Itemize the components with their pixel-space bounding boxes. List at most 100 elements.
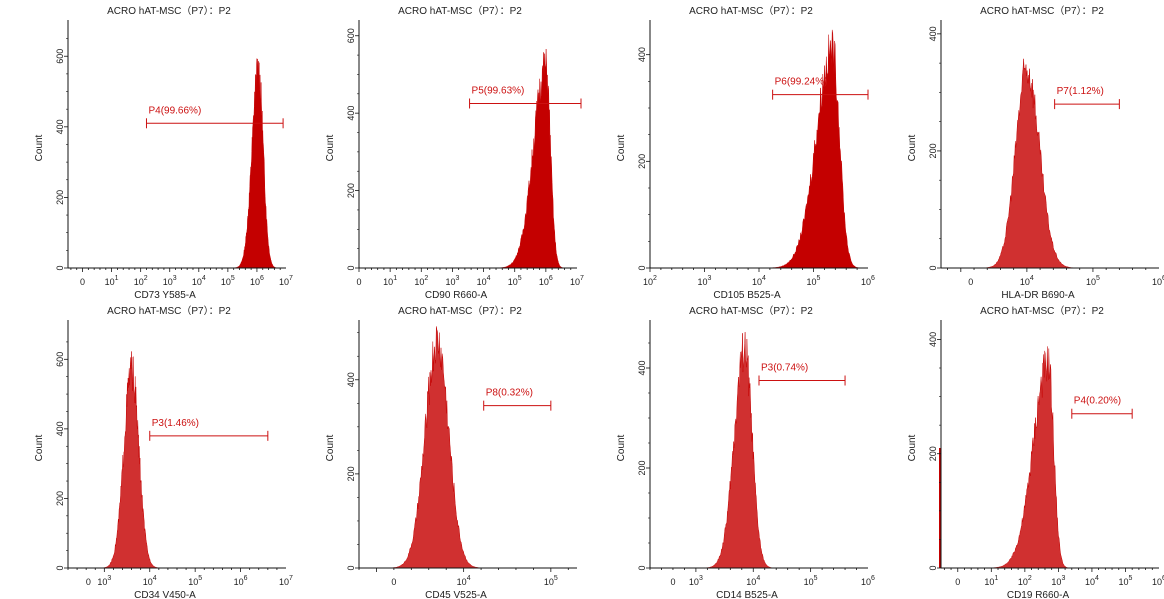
histogram-svg: ACRO hAT-MSC（P7）：P2 0 104 105 0 200 400 CD45 V5… [325,305,577,599]
y-tick-label: 200 [55,491,65,506]
y-axis-label: Count [325,434,336,461]
x-tick-label: 104 [192,275,206,287]
x-tick-label: 104 [143,575,157,587]
x-tick-label: 104 [746,575,760,587]
x-tick-label: 104 [1085,575,1099,587]
x-tick-label: 105 [188,575,202,587]
y-axis-label: Count [907,134,918,161]
chart-title: ACRO hAT-MSC（P7）：P2 [980,5,1104,17]
histogram-area [987,346,1071,569]
x-tick-label: 103 [163,275,177,287]
x-tick-label: 107 [279,575,293,587]
x-tick-label: 101 [105,275,119,287]
histogram-panel: ACRO hAT-MSC（P7）：P2 0 104 105 0 200 400 CD45 V5… [291,300,582,599]
x-tick-label: 102 [414,275,428,287]
x-tick-label: 106 [861,275,875,287]
y-tick-label: 400 [55,119,65,134]
x-tick-label: 102 [134,275,148,287]
y-tick-label: 400 [637,47,647,62]
x-tick-label: 106 [1152,275,1164,287]
y-axis-label: Count [907,434,918,461]
x-tick-label: 103 [698,275,712,287]
x-axis-label: CD14 B525-A [716,590,778,599]
histogram-svg: ACRO hAT-MSC（P7）：P2 102 103 104 105 106 0 200 40… [616,5,875,301]
chart-title: ACRO hAT-MSC（P7）：P2 [107,305,231,317]
x-tick-label: 0 [670,577,675,587]
x-tick-label: 0 [391,577,396,587]
x-tick-label: 0 [80,277,85,287]
y-tick-label: 0 [55,565,65,570]
x-tick-label: 0 [968,277,973,287]
y-axis-label: Count [34,134,45,161]
x-tick-label: 105 [1119,575,1133,587]
x-tick-label: 105 [221,275,235,287]
gate-label: P4(99.66%) [148,105,201,116]
x-tick-label: 104 [457,575,471,587]
y-tick-label: 200 [346,183,356,198]
x-tick-label: 103 [1051,575,1065,587]
y-axis-label: Count [325,134,336,161]
x-tick-label: 0 [86,577,91,587]
histogram-svg: ACRO hAT-MSC（P7）：P2 0 101 102 103 104 105 106 10… [325,5,584,301]
histogram-panel: ACRO hAT-MSC（P7）：P2 0 101 102 103 104 105 106 10… [0,0,293,301]
x-tick-label: 103 [445,275,459,287]
x-tick-label: 0 [356,277,361,287]
x-tick-label: 106 [539,275,553,287]
chart-title: ACRO hAT-MSC（P7）：P2 [689,5,813,17]
x-tick-label: 105 [544,575,558,587]
gate-label: P7(1.12%) [1057,86,1104,97]
y-axis-label: Count [616,434,627,461]
y-tick-label: 200 [928,143,938,158]
histogram-svg: ACRO hAT-MSC（P7）：P2 0 101 102 103 104 105 106 10… [34,5,293,301]
histogram-area [766,29,862,269]
y-tick-label: 200 [55,190,65,205]
x-tick-label: 106 [234,575,248,587]
y-tick-label: 400 [928,332,938,347]
histogram-panel: ACRO hAT-MSC（P7）：P2 0 103 104 105 106 0 200 400 C… [582,300,875,599]
y-tick-label: 0 [637,265,647,270]
histogram-svg: ACRO hAT-MSC（P7）：P2 0 103 104 105 106 107 0 200 4… [34,305,293,599]
x-tick-label: 103 [689,575,703,587]
x-tick-label: 102 [643,275,657,287]
x-tick-label: 106 [1152,575,1164,587]
gate-label: P6(99.24%) [775,77,828,88]
x-tick-label: 105 [1086,275,1100,287]
y-tick-label: 0 [346,565,356,570]
histogram-area [388,326,484,569]
y-tick-label: 400 [637,360,647,375]
gate-label: P8(0.32%) [486,388,533,399]
y-tick-label: 0 [55,265,65,270]
chart-title: ACRO hAT-MSC（P7）：P2 [980,305,1104,317]
x-tick-label: 104 [1020,275,1034,287]
y-tick-label: 200 [637,460,647,475]
x-tick-label: 107 [570,275,584,287]
x-axis-label: CD19 R660-A [1007,590,1070,599]
gate-label: P4(0.20%) [1074,396,1121,407]
x-tick-label: 105 [804,575,818,587]
histogram-area [232,58,279,269]
y-tick-label: 0 [346,265,356,270]
x-tick-label: 0 [955,577,960,587]
x-tick-label: 107 [279,275,293,287]
histogram-area [495,48,565,269]
y-tick-label: 200 [637,154,647,169]
x-tick-label: 102 [1018,575,1032,587]
histogram-svg: ACRO hAT-MSC（P7）：P2 0 103 104 105 106 0 200 400 C… [616,305,875,599]
gate-label: P3(1.46%) [152,418,199,429]
x-tick-label: 106 [250,275,264,287]
x-axis-label: CD45 V525-A [425,590,487,599]
histogram-area [981,58,1078,269]
histogram-panel: ACRO hAT-MSC（P7）：P2 0 101 102 103 104 105 106 10… [291,0,584,301]
chart-title: ACRO hAT-MSC（P7）：P2 [398,305,522,317]
y-axis-label: Count [616,134,627,161]
x-axis-label: HLA-DR B690-A [1001,290,1075,301]
chart-title: ACRO hAT-MSC（P7）：P2 [398,5,522,17]
histogram-area [703,332,775,569]
chart-title: ACRO hAT-MSC（P7）：P2 [689,305,813,317]
y-tick-label: 600 [55,49,65,64]
y-tick-label: 600 [346,28,356,43]
y-tick-label: 400 [55,421,65,436]
y-tick-label: 600 [55,352,65,367]
histogram-edge-spike [939,448,941,568]
